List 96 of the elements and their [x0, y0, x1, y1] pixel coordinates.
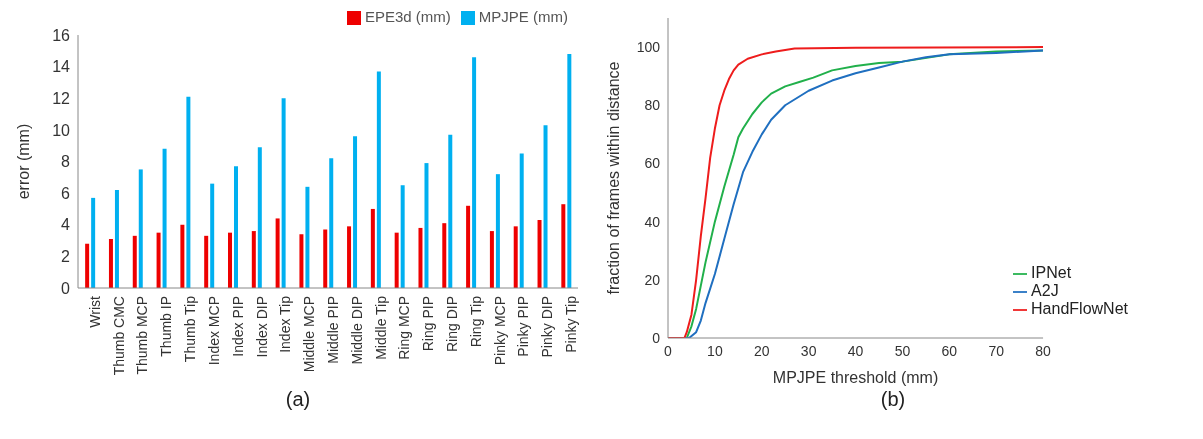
bar — [418, 227, 423, 288]
y-tick-label: 12 — [52, 89, 71, 107]
bar — [543, 125, 548, 288]
x-tick-label: 40 — [847, 342, 864, 359]
bar — [180, 224, 185, 288]
x-tick-label: Pinky MCP — [491, 296, 508, 366]
y-tick-label: 14 — [52, 58, 71, 76]
legend-label: IPNet — [1031, 264, 1072, 281]
y-tick-label: 16 — [52, 26, 71, 44]
x-axis-title: MPJPE threshold (mm) — [772, 369, 939, 386]
y-tick-label: 60 — [644, 155, 661, 172]
x-tick-label: Thumb IP — [158, 296, 175, 357]
legend-label: MPJPE (mm) — [478, 8, 568, 25]
text: (a) — [284, 388, 312, 411]
bar — [347, 226, 352, 288]
x-tick-label: 60 — [941, 342, 958, 359]
bar — [353, 136, 358, 288]
bar — [472, 57, 477, 288]
bar — [519, 153, 524, 288]
bar — [329, 158, 334, 288]
x-tick-label: 10 — [707, 342, 723, 359]
x-tick-label: Middle PIP — [324, 296, 341, 364]
bar — [323, 229, 328, 288]
bar — [114, 189, 119, 288]
bar — [561, 204, 566, 288]
x-tick-label: 80 — [1035, 342, 1052, 359]
x-tick-label: Thumb Tip — [182, 295, 199, 363]
x-tick-label: Index PIP — [229, 296, 246, 357]
x-tick-label: Pinky PIP — [515, 296, 532, 357]
x-tick-label: Index DIP — [253, 296, 270, 358]
bar — [257, 147, 262, 288]
x-tick-label: 0 — [664, 342, 673, 359]
bar — [513, 226, 518, 288]
bar — [466, 205, 471, 288]
y-tick-label: 20 — [644, 271, 661, 288]
y-axis-title: fraction of frames within distance — [604, 61, 622, 295]
x-tick-label: 70 — [988, 342, 1005, 359]
x-tick-label: Thumb CMC — [110, 296, 127, 376]
bar — [281, 98, 286, 288]
x-tick-label: Ring DIP — [443, 296, 460, 353]
bar — [275, 218, 280, 288]
bar — [156, 232, 161, 288]
y-tick-label: 10 — [52, 121, 71, 139]
bar — [537, 220, 542, 288]
text: (b) — [879, 388, 907, 411]
x-tick-label: Thumb MCP — [134, 296, 151, 375]
bar — [204, 235, 209, 288]
x-tick-label: Index MCP — [205, 296, 222, 366]
y-axis-title: error (mm) — [14, 123, 32, 200]
x-tick-label: 50 — [894, 342, 911, 359]
x-tick-label: Middle Tip — [372, 295, 389, 360]
bar — [132, 235, 137, 288]
bar — [299, 234, 304, 288]
x-tick-label: Ring MCP — [396, 296, 413, 360]
bar — [251, 231, 256, 288]
x-tick-label: 30 — [800, 342, 817, 359]
y-tick-label: 40 — [644, 213, 661, 230]
y-tick-label: 8 — [61, 153, 71, 171]
bar — [495, 174, 500, 288]
x-tick-label: 20 — [753, 342, 770, 359]
bar — [394, 232, 399, 288]
x-tick-label: Pinky Tip — [563, 295, 580, 353]
x-tick-label: Middle DIP — [348, 296, 365, 365]
x-tick-label: Pinky DIP — [539, 296, 556, 358]
y-tick-label: 6 — [61, 184, 71, 202]
x-tick-label: Wrist — [86, 295, 103, 328]
bar — [186, 96, 191, 288]
x-tick-label: Index Tip — [277, 295, 294, 353]
y-tick-label: 0 — [61, 279, 71, 297]
bar — [210, 183, 215, 288]
x-tick-label: Ring PIP — [420, 296, 437, 352]
bar — [138, 169, 143, 288]
bar — [305, 186, 310, 288]
bar — [85, 243, 90, 288]
bar — [567, 54, 572, 288]
bar — [442, 223, 447, 288]
bar — [400, 185, 405, 288]
bar — [448, 134, 453, 288]
x-tick-label: Middle MCP — [301, 296, 318, 373]
bar — [234, 166, 238, 288]
bar — [489, 231, 494, 288]
legend-label: EPE3d (mm) — [364, 8, 451, 25]
y-tick-label: 80 — [644, 97, 661, 114]
bar — [228, 232, 232, 288]
bar — [370, 208, 375, 288]
bar — [162, 148, 167, 288]
bar — [108, 238, 113, 288]
y-tick-label: 100 — [636, 39, 661, 56]
x-tick-label: Ring Tip — [467, 295, 484, 348]
bar — [91, 197, 96, 288]
bar — [424, 163, 429, 288]
legend-label: HandFlowNet — [1031, 300, 1128, 317]
legend-label: A2J — [1031, 282, 1059, 299]
y-tick-label: 4 — [61, 216, 71, 234]
bar — [376, 71, 381, 288]
y-tick-label: 2 — [61, 248, 71, 266]
